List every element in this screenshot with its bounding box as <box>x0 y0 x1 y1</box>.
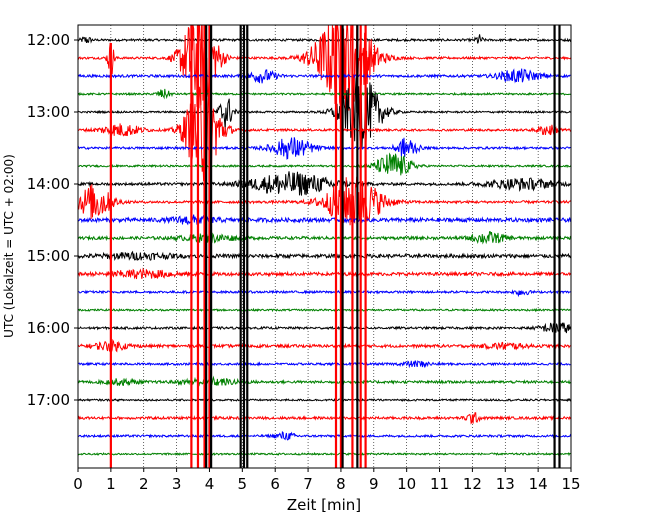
trace-line <box>77 360 572 369</box>
x-tick-label: 4 <box>205 475 215 493</box>
trace-layer <box>77 24 572 457</box>
trace-line <box>77 307 572 313</box>
y-tick-label: 12:00 <box>27 31 70 49</box>
trace-line <box>77 430 572 441</box>
trace-line <box>77 322 572 334</box>
y-tick-label: 14:00 <box>27 175 70 193</box>
x-tick-label: 15 <box>561 475 580 493</box>
x-tick-label: 6 <box>270 475 280 493</box>
x-tick-label: 2 <box>139 475 149 493</box>
x-tick-label: 8 <box>336 475 346 493</box>
trace-line <box>77 171 572 196</box>
trace-line <box>77 214 572 226</box>
x-tick-label: 14 <box>529 475 548 493</box>
trace-line <box>77 250 571 261</box>
trace-line <box>77 397 572 403</box>
trace-line <box>77 24 572 111</box>
y-axis-title: UTC (Lokalzeit = UTC + 02:00) <box>2 154 16 338</box>
x-tick-label: 12 <box>463 475 482 493</box>
vertical-gridlines <box>110 25 539 468</box>
x-tick-label: 1 <box>106 475 116 493</box>
trace-line <box>77 79 572 182</box>
x-tick-label: 9 <box>369 475 379 493</box>
y-tick-label: 17:00 <box>27 391 70 409</box>
trace-line <box>77 289 572 298</box>
plot-frame <box>77 24 572 469</box>
x-tick-label: 5 <box>238 475 248 493</box>
y-tick-label: 13:00 <box>27 103 70 121</box>
trace-line <box>77 137 572 160</box>
trace-line <box>78 375 572 387</box>
y-axis-ticks: 12:00 13:00 14:00 15:00 16:00 17:00 <box>27 31 78 409</box>
x-axis-ticks: 0 1 2 3 4 5 6 7 8 9 10 11 12 13 14 15 <box>73 468 581 493</box>
x-tick-label: 13 <box>496 475 515 493</box>
trace-line <box>77 68 571 84</box>
y-tick-label: 16:00 <box>27 319 70 337</box>
x-axis-title: Zeit [min] <box>287 496 361 514</box>
trace-line <box>77 338 572 353</box>
trace-line <box>77 451 572 457</box>
trace-line <box>78 88 572 100</box>
y-tick-label: 15:00 <box>27 247 70 265</box>
trace-line <box>77 152 572 176</box>
spike-layer <box>109 25 561 468</box>
x-tick-label: 11 <box>430 475 449 493</box>
trace-line <box>77 267 572 280</box>
trace-line <box>77 77 572 149</box>
trace-line <box>77 176 572 226</box>
x-tick-label: 7 <box>303 475 313 493</box>
x-tick-label: 0 <box>73 475 83 493</box>
trace-line <box>77 412 572 425</box>
trace-line <box>77 230 572 245</box>
x-tick-label: 3 <box>172 475 182 493</box>
x-tick-label: 10 <box>397 475 416 493</box>
